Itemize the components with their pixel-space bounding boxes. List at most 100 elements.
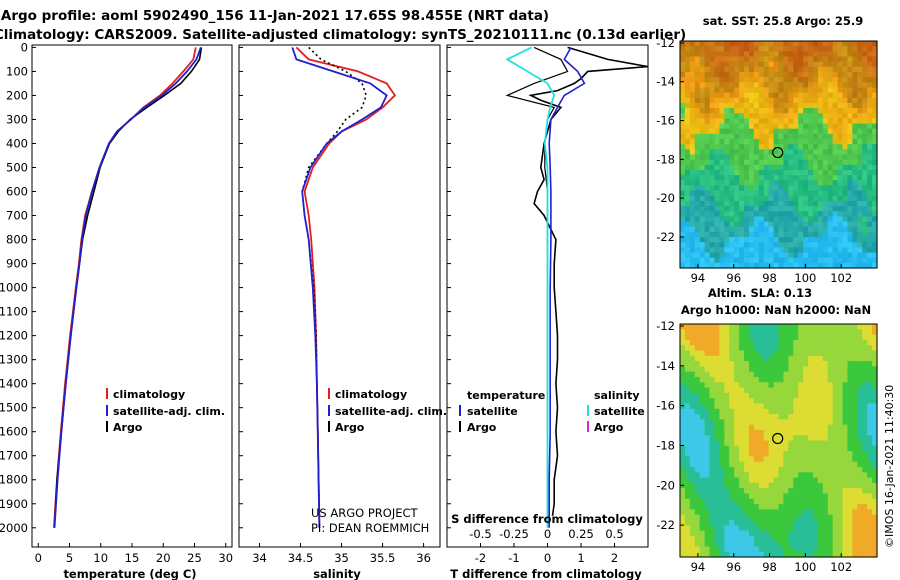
map-cell — [778, 419, 785, 426]
map-cell — [867, 66, 873, 73]
map-cell — [852, 429, 858, 436]
map-cell — [744, 324, 750, 330]
map-cell — [724, 133, 730, 140]
map-cell — [832, 206, 839, 212]
map-cell — [739, 366, 745, 373]
map-cell — [768, 257, 775, 264]
map-cell — [709, 435, 716, 442]
map-cell — [714, 102, 720, 109]
map-cell — [753, 334, 760, 341]
map-cell — [724, 149, 730, 156]
map-cell — [680, 87, 686, 94]
map-cell — [689, 535, 696, 542]
map-cell — [694, 200, 701, 207]
map-cell — [812, 128, 819, 135]
map-cell — [862, 403, 868, 410]
map-cell — [847, 376, 853, 383]
map-cell — [684, 498, 691, 505]
map-cell — [689, 498, 696, 505]
map-cell — [699, 493, 706, 500]
map-cell — [689, 77, 696, 83]
map-cell — [793, 339, 799, 346]
map-cell — [704, 87, 711, 94]
map-cell — [842, 361, 849, 367]
map-cell — [862, 498, 868, 505]
map-cell — [857, 350, 863, 357]
map-cell — [773, 87, 780, 94]
map-cell — [837, 216, 844, 223]
map-cell — [852, 159, 858, 166]
map-cell — [684, 329, 691, 336]
map-cell — [852, 345, 858, 352]
map-cell — [832, 97, 839, 104]
map-cell — [724, 329, 730, 336]
map-cell — [748, 61, 755, 68]
map-cell — [768, 525, 775, 532]
map-cell — [798, 77, 804, 83]
map-cell — [783, 102, 789, 109]
map-cell — [773, 514, 780, 521]
map-cell — [862, 252, 868, 259]
map-cell — [812, 82, 819, 89]
map-cell — [832, 350, 839, 357]
map-cell — [684, 61, 691, 68]
map-cell — [768, 445, 775, 452]
map-cell — [842, 339, 849, 346]
map-cell — [714, 456, 720, 463]
map-cell — [847, 51, 853, 58]
map-cell — [803, 493, 809, 500]
map-cell — [872, 451, 878, 457]
map-cell — [699, 509, 706, 516]
map-cell — [684, 221, 691, 228]
map-cell — [862, 113, 868, 119]
map-cell — [812, 195, 819, 202]
map-cell — [748, 206, 755, 212]
map-cell — [719, 195, 725, 202]
map-cell — [832, 440, 839, 447]
map-cell — [832, 324, 839, 330]
map-cell — [753, 169, 760, 176]
map-cell — [729, 504, 735, 510]
map-cell — [709, 440, 716, 447]
map-cell — [872, 164, 878, 171]
map-cell — [788, 451, 794, 457]
map-cell — [744, 466, 750, 473]
map-cell — [857, 334, 863, 341]
map-cell — [808, 339, 814, 346]
map-cell — [778, 392, 785, 399]
map-cell — [793, 77, 799, 83]
map-cell — [837, 355, 844, 362]
map-cell — [832, 392, 839, 399]
map-cell — [704, 200, 711, 207]
map-cell — [734, 403, 740, 410]
map-cell — [872, 371, 878, 378]
map-cell — [773, 546, 780, 553]
map-cell — [803, 488, 809, 495]
map-cell — [729, 46, 735, 52]
map-cell — [783, 324, 789, 330]
map-cell — [793, 493, 799, 500]
map-cell — [680, 41, 686, 47]
map-cell — [862, 488, 868, 495]
map-cell — [832, 371, 839, 378]
map-cell — [758, 324, 765, 330]
map-cell — [808, 56, 814, 63]
map-cell — [832, 424, 839, 431]
map-cell — [857, 206, 863, 212]
map-cell — [684, 123, 691, 130]
map-cell — [803, 345, 809, 352]
map-cell — [724, 345, 730, 352]
map-cell — [803, 149, 809, 156]
map-cell — [734, 257, 740, 264]
map-cell — [729, 541, 735, 548]
map-cell — [680, 466, 686, 473]
map-cell — [862, 504, 868, 510]
legend-swatch-argo — [106, 421, 108, 432]
map-cell — [808, 392, 814, 399]
map-cell — [822, 498, 829, 505]
map-cell — [719, 498, 725, 505]
map-cell — [699, 169, 706, 176]
map-cell — [812, 175, 819, 181]
map-cell — [793, 237, 799, 243]
map-cell — [773, 102, 780, 109]
